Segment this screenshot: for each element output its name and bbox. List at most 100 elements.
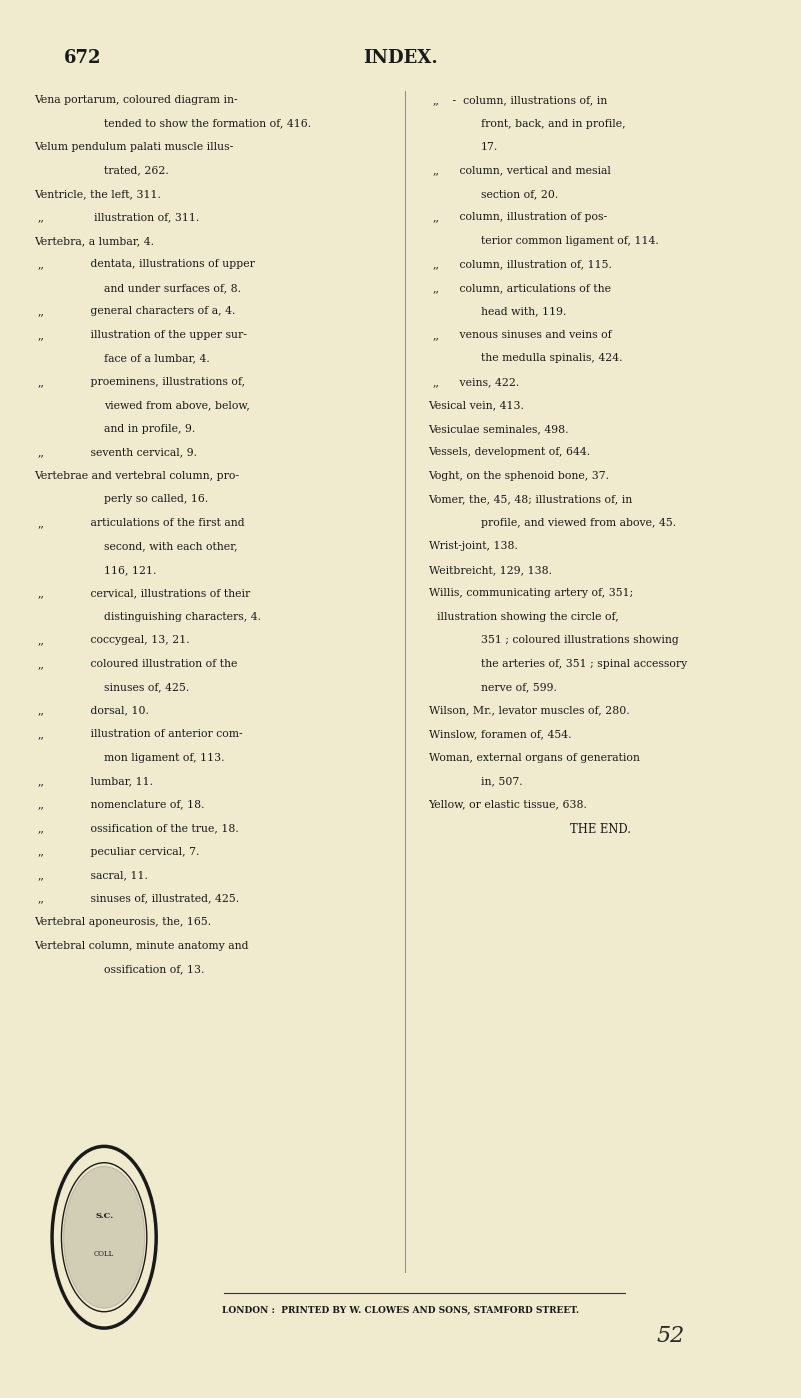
Text: coloured illustration of the: coloured illustration of the [80, 658, 237, 668]
Text: illustration of the upper sur-: illustration of the upper sur- [80, 330, 247, 340]
Text: veins, 422.: veins, 422. [449, 377, 519, 387]
Text: ,,: ,, [38, 800, 45, 809]
Text: front, back, and in profile,: front, back, and in profile, [481, 119, 626, 129]
Text: S.C.: S.C. [95, 1212, 113, 1220]
Text: Vomer, the, 45, 48; illustrations of, in: Vomer, the, 45, 48; illustrations of, in [429, 495, 633, 505]
Text: 52: 52 [657, 1325, 685, 1348]
Text: Ventricle, the left, 311.: Ventricle, the left, 311. [34, 189, 160, 199]
Text: ,,: ,, [433, 282, 440, 294]
Text: Vessels, development of, 644.: Vessels, development of, 644. [429, 447, 590, 457]
Text: 116, 121.: 116, 121. [104, 565, 156, 575]
Text: coccygeal, 13, 21.: coccygeal, 13, 21. [80, 635, 190, 646]
Text: illustration of anterior com-: illustration of anterior com- [80, 730, 243, 740]
Text: Vesical vein, 413.: Vesical vein, 413. [429, 400, 525, 411]
Text: general characters of a, 4.: general characters of a, 4. [80, 306, 235, 316]
Text: nerve of, 599.: nerve of, 599. [481, 682, 557, 692]
Text: column, articulations of the: column, articulations of the [449, 282, 610, 294]
Text: section of, 20.: section of, 20. [481, 189, 557, 199]
Text: Vesiculae seminales, 498.: Vesiculae seminales, 498. [429, 424, 569, 433]
Text: Wilson, Mr., levator muscles of, 280.: Wilson, Mr., levator muscles of, 280. [429, 706, 629, 716]
Text: COLL: COLL [94, 1250, 115, 1258]
Text: Vertebrae and vertebral column, pro-: Vertebrae and vertebral column, pro- [34, 471, 239, 481]
Text: Voght, on the sphenoid bone, 37.: Voght, on the sphenoid bone, 37. [429, 471, 610, 481]
Text: ,,: ,, [38, 517, 45, 528]
Text: the arteries of, 351 ; spinal accessory: the arteries of, 351 ; spinal accessory [481, 658, 686, 668]
Text: ,,: ,, [38, 635, 45, 646]
Text: 351 ; coloured illustrations showing: 351 ; coloured illustrations showing [481, 635, 678, 646]
Text: Velum pendulum palati muscle illus-: Velum pendulum palati muscle illus- [34, 143, 233, 152]
Text: ,,: ,, [38, 706, 45, 716]
Text: Vertebral column, minute anatomy and: Vertebral column, minute anatomy and [34, 941, 248, 951]
Text: ,,: ,, [38, 847, 45, 857]
Text: head with, 119.: head with, 119. [481, 306, 566, 316]
Text: ,,: ,, [38, 377, 45, 387]
Text: ,,: ,, [38, 306, 45, 316]
Text: ,,: ,, [38, 212, 45, 222]
Text: Vertebra, a lumbar, 4.: Vertebra, a lumbar, 4. [34, 236, 154, 246]
Text: proeminens, illustrations of,: proeminens, illustrations of, [80, 377, 245, 387]
Text: Wrist-joint, 138.: Wrist-joint, 138. [429, 541, 517, 551]
Text: mon ligament of, 113.: mon ligament of, 113. [104, 752, 224, 763]
Text: Vena portarum, coloured diagram in-: Vena portarum, coloured diagram in- [34, 95, 237, 105]
Text: nomenclature of, 18.: nomenclature of, 18. [80, 800, 204, 809]
Text: ,,: ,, [38, 589, 45, 598]
Text: Weitbreicht, 129, 138.: Weitbreicht, 129, 138. [429, 565, 552, 575]
Text: ,,: ,, [38, 658, 45, 668]
Circle shape [63, 1166, 145, 1309]
Text: lumbar, 11.: lumbar, 11. [80, 776, 153, 786]
Text: terior common ligament of, 114.: terior common ligament of, 114. [481, 236, 658, 246]
Text: Woman, external organs of generation: Woman, external organs of generation [429, 752, 639, 763]
Text: LONDON :  PRINTED BY W. CLOWES AND SONS, STAMFORD STREET.: LONDON : PRINTED BY W. CLOWES AND SONS, … [222, 1306, 579, 1314]
Text: ,,: ,, [433, 95, 440, 105]
Text: in, 507.: in, 507. [481, 776, 522, 786]
Text: 672: 672 [64, 49, 102, 67]
Text: ,,: ,, [38, 870, 45, 881]
Text: Vertebral aponeurosis, the, 165.: Vertebral aponeurosis, the, 165. [34, 917, 211, 927]
Text: ,,: ,, [433, 165, 440, 176]
Text: peculiar cervical, 7.: peculiar cervical, 7. [80, 847, 199, 857]
Text: tended to show the formation of, 416.: tended to show the formation of, 416. [104, 119, 312, 129]
Text: viewed from above, below,: viewed from above, below, [104, 400, 250, 411]
Text: ,,: ,, [433, 330, 440, 340]
Text: face of a lumbar, 4.: face of a lumbar, 4. [104, 354, 210, 363]
Text: column, illustration of pos-: column, illustration of pos- [449, 212, 606, 222]
Text: 17.: 17. [481, 143, 498, 152]
Text: ,,: ,, [38, 776, 45, 786]
Text: distinguishing characters, 4.: distinguishing characters, 4. [104, 612, 261, 622]
Text: second, with each other,: second, with each other, [104, 541, 238, 551]
Text: and in profile, 9.: and in profile, 9. [104, 424, 195, 433]
Text: illustration showing the circle of,: illustration showing the circle of, [437, 612, 618, 622]
Text: sinuses of, illustrated, 425.: sinuses of, illustrated, 425. [80, 893, 239, 903]
Text: illustration of, 311.: illustration of, 311. [80, 212, 199, 222]
Text: seventh cervical, 9.: seventh cervical, 9. [80, 447, 197, 457]
Text: cervical, illustrations of their: cervical, illustrations of their [80, 589, 251, 598]
Text: ossification of the true, 18.: ossification of the true, 18. [80, 823, 239, 833]
Text: -  column, illustrations of, in: - column, illustrations of, in [449, 95, 607, 105]
Text: ossification of, 13.: ossification of, 13. [104, 965, 204, 974]
Text: articulations of the first and: articulations of the first and [80, 517, 245, 528]
Text: ,,: ,, [38, 823, 45, 833]
Text: ,,: ,, [38, 330, 45, 340]
Text: ,,: ,, [433, 212, 440, 222]
Text: trated, 262.: trated, 262. [104, 165, 169, 176]
Text: Willis, communicating artery of, 351;: Willis, communicating artery of, 351; [429, 589, 633, 598]
Text: ,,: ,, [38, 260, 45, 270]
Text: the medulla spinalis, 424.: the medulla spinalis, 424. [481, 354, 622, 363]
Text: profile, and viewed from above, 45.: profile, and viewed from above, 45. [481, 517, 676, 528]
Text: INDEX.: INDEX. [363, 49, 438, 67]
Text: Winslow, foramen of, 454.: Winslow, foramen of, 454. [429, 730, 571, 740]
Text: THE END.: THE END. [570, 823, 631, 836]
Text: dentata, illustrations of upper: dentata, illustrations of upper [80, 260, 255, 270]
Text: dorsal, 10.: dorsal, 10. [80, 706, 149, 716]
Text: venous sinuses and veins of: venous sinuses and veins of [449, 330, 611, 340]
Text: column, vertical and mesial: column, vertical and mesial [449, 165, 610, 176]
Text: and under surfaces of, 8.: and under surfaces of, 8. [104, 282, 241, 294]
Text: ,,: ,, [433, 260, 440, 270]
Text: sinuses of, 425.: sinuses of, 425. [104, 682, 189, 692]
Text: Yellow, or elastic tissue, 638.: Yellow, or elastic tissue, 638. [429, 800, 587, 809]
Text: ,,: ,, [38, 893, 45, 903]
Text: ,,: ,, [38, 447, 45, 457]
Text: sacral, 11.: sacral, 11. [80, 870, 148, 881]
Text: perly so called, 16.: perly so called, 16. [104, 495, 208, 505]
Text: ,,: ,, [38, 730, 45, 740]
